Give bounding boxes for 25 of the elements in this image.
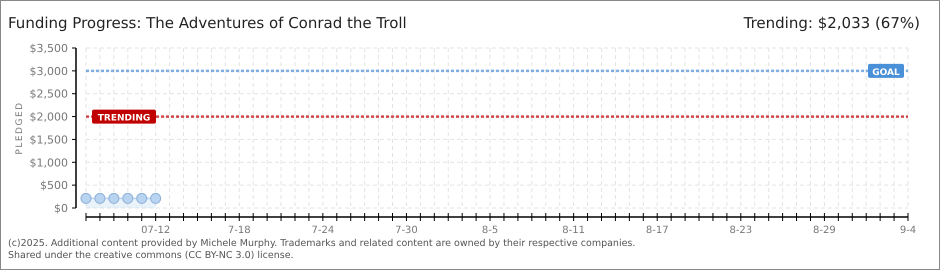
y-tick-label: $1,000: [30, 156, 68, 170]
x-tick-label: 8-5: [482, 225, 498, 236]
y-tick-label: $2,000: [30, 110, 68, 124]
y-axis-title: PLEDGED: [15, 101, 25, 155]
y-tick-label: $0: [54, 202, 68, 215]
x-tick-label: 07-12: [141, 225, 170, 236]
y-tick-label: $500: [40, 179, 68, 192]
x-tick-label: 7-30: [395, 225, 418, 236]
ref-line-label: TRENDING: [98, 114, 150, 124]
x-tick-label: 8-11: [562, 225, 585, 236]
y-tick-label: $3,000: [30, 64, 68, 78]
text: (c)2025. Additional content provided by Michele Murphy. Trademarks and related content are owned by their respective companies.: [8, 238, 636, 249]
x-tick-label: 8-17: [646, 225, 669, 236]
x-tick-label: 8-23: [729, 225, 752, 236]
x-tick-label: 8-29: [813, 225, 836, 236]
y-tick-label: $3,500: [30, 42, 68, 55]
x-tick-label: 9-4: [900, 225, 916, 236]
x-tick-label: 7-24: [311, 225, 334, 236]
chart-title: Funding Progress: The Adventures of Conrad the Troll: [8, 14, 407, 32]
text: Shared under the creative commons (CC BY-NC 3.0) license.: [8, 250, 294, 261]
y-tick-label: $2,500: [30, 88, 68, 101]
y-tick-label: $1,500: [30, 133, 68, 146]
text: Trending: $2,033 (67%): [742, 14, 920, 32]
x-tick-label: 7-18: [228, 225, 251, 236]
ref-line-label: GOAL: [872, 68, 900, 78]
